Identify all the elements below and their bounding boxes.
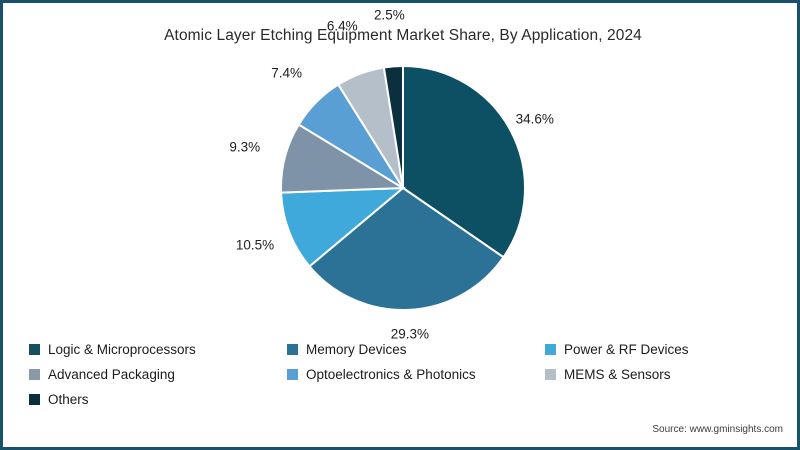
page-title: Atomic Layer Etching Equipment Market Sh…	[164, 27, 642, 44]
legend-item-memory-devices[interactable]: Memory Devices	[287, 342, 545, 357]
pie-slice-value-label: 10.5%	[235, 237, 275, 253]
legend-item-label: Memory Devices	[306, 342, 407, 357]
pie-slice[interactable]	[308, 186, 505, 311]
legend-swatch-icon	[287, 369, 298, 380]
source-attribution: Source: www.gminsights.com	[652, 424, 783, 435]
legend-item-optoelectronics-photonics[interactable]: Optoelectronics & Photonics	[287, 367, 545, 382]
legend-item-label: MEMS & Sensors	[564, 367, 671, 382]
legend-row: Advanced Packaging Optoelectronics & Pho…	[29, 362, 759, 387]
legend-swatch-icon	[545, 344, 556, 355]
legend-swatch-icon	[545, 369, 556, 380]
legend-item-logic-microprocessors[interactable]: Logic & Microprocessors	[29, 342, 287, 357]
legend-row: Others	[29, 387, 759, 412]
legend-item-label: Optoelectronics & Photonics	[306, 367, 476, 382]
pie-chart: 34.6% 29.3% 10.5% 9.3% 7.4% 6.4% 2.5%	[229, 8, 553, 342]
legend-swatch-icon	[29, 369, 40, 380]
pie-slice-value-label: 7.4%	[271, 65, 303, 81]
legend-item-power-rf-devices[interactable]: Power & RF Devices	[545, 342, 759, 357]
pie-slice[interactable]	[280, 186, 406, 268]
legend-item-others[interactable]: Others	[29, 392, 287, 407]
pie-slice-value-label: 29.3%	[390, 326, 430, 342]
legend-item-mems-sensors[interactable]: MEMS & Sensors	[545, 367, 759, 382]
pie-slice[interactable]	[402, 64, 526, 259]
legend-swatch-icon	[29, 394, 40, 405]
pie-chart-area: 34.6% 29.3% 10.5% 9.3% 7.4% 6.4% 2.5%	[3, 8, 797, 342]
pie-slice-value-label: 34.6%	[515, 111, 554, 127]
legend-item-label: Logic & Microprocessors	[48, 342, 196, 357]
pie-slice[interactable]	[382, 64, 404, 189]
legend: Logic & Microprocessors Memory Devices P…	[29, 337, 759, 412]
pie-slice-value-label: 2.5%	[374, 7, 405, 23]
legend-row: Logic & Microprocessors Memory Devices P…	[29, 337, 759, 362]
legend-swatch-icon	[287, 344, 298, 355]
pie-svg	[280, 64, 526, 311]
legend-item-advanced-packaging[interactable]: Advanced Packaging	[29, 367, 287, 382]
legend-swatch-icon	[29, 344, 40, 355]
pie-slice-value-label: 6.4%	[326, 18, 358, 34]
legend-item-label: Advanced Packaging	[48, 367, 175, 382]
legend-item-label: Others	[48, 392, 89, 407]
pie-slice-value-label: 9.3%	[229, 139, 261, 155]
legend-item-label: Power & RF Devices	[564, 342, 689, 357]
